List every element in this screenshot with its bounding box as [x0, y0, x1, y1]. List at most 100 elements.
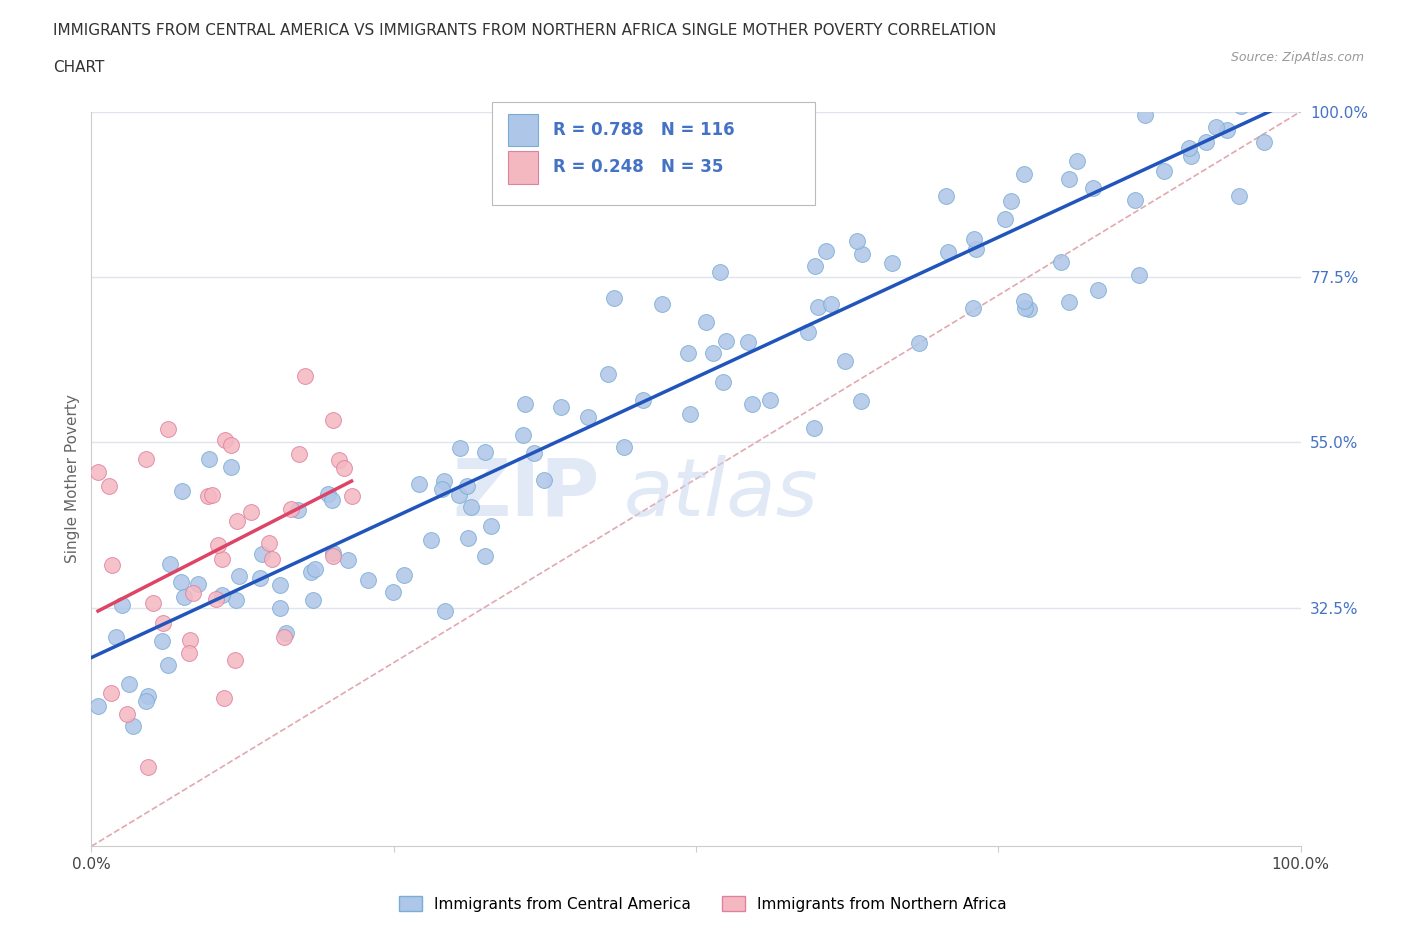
Point — [804, 259, 827, 273]
Point — [159, 556, 181, 571]
Point — [759, 393, 782, 408]
Point — [1205, 120, 1227, 135]
Point — [408, 476, 430, 491]
Point — [474, 445, 496, 459]
Point — [262, 551, 284, 566]
Point — [288, 446, 311, 461]
Point — [299, 565, 322, 579]
Point — [1195, 135, 1218, 150]
Point — [994, 211, 1017, 226]
Point — [318, 486, 340, 501]
Point — [259, 536, 281, 551]
Text: R = 0.788   N = 116: R = 0.788 N = 116 — [553, 121, 734, 140]
Point — [432, 473, 454, 488]
Point — [280, 502, 302, 517]
Point — [394, 568, 416, 583]
Point — [357, 573, 380, 588]
Point — [273, 630, 295, 644]
Point — [100, 558, 122, 573]
Point — [211, 551, 233, 566]
Point — [118, 676, 141, 691]
Point — [449, 441, 471, 456]
Text: atlas: atlas — [623, 455, 818, 533]
Point — [340, 488, 363, 503]
Point — [115, 707, 138, 722]
Point — [709, 265, 731, 280]
Point — [1178, 140, 1201, 155]
Point — [678, 346, 700, 361]
Point — [512, 428, 534, 443]
Point — [907, 336, 929, 351]
Point — [1230, 99, 1253, 113]
Point — [276, 625, 298, 640]
Point — [304, 562, 326, 577]
Point — [702, 346, 724, 361]
Point — [322, 412, 344, 427]
Point — [1018, 301, 1040, 316]
Point — [814, 244, 837, 259]
Point — [1133, 107, 1156, 122]
Point — [834, 353, 856, 368]
Text: IMMIGRANTS FROM CENTRAL AMERICA VS IMMIGRANTS FROM NORTHERN AFRICA SINGLE MOTHER: IMMIGRANTS FROM CENTRAL AMERICA VS IMMIG… — [53, 23, 997, 38]
Point — [322, 548, 344, 563]
Point — [679, 406, 702, 421]
Point — [221, 460, 243, 475]
Point — [214, 432, 236, 447]
Point — [602, 291, 624, 306]
Point — [302, 592, 325, 607]
Point — [214, 691, 236, 706]
Point — [1227, 189, 1250, 204]
Point — [1153, 164, 1175, 179]
Point — [936, 245, 959, 259]
Point — [820, 297, 842, 312]
Point — [613, 440, 636, 455]
Point — [651, 297, 673, 312]
Point — [1180, 149, 1202, 164]
Point — [474, 549, 496, 564]
Point — [211, 587, 233, 602]
Point — [97, 479, 120, 494]
Legend: Immigrants from Central America, Immigrants from Northern Africa: Immigrants from Central America, Immigra… — [394, 889, 1012, 918]
Point — [269, 601, 291, 616]
Point — [1083, 180, 1105, 195]
Point — [177, 645, 200, 660]
Point — [1163, 79, 1185, 94]
Point — [157, 658, 180, 672]
Point — [714, 334, 737, 349]
Point — [228, 569, 250, 584]
Point — [1012, 294, 1035, 309]
Point — [219, 437, 242, 452]
Point — [269, 578, 291, 592]
Point — [328, 453, 350, 468]
Point — [1247, 68, 1270, 83]
Point — [333, 460, 356, 475]
Point — [321, 493, 343, 508]
Point — [1253, 135, 1275, 150]
Point — [846, 233, 869, 248]
Point — [1274, 82, 1296, 97]
Point — [1014, 300, 1036, 315]
Point — [122, 719, 145, 734]
Point — [1128, 267, 1150, 282]
Point — [695, 314, 717, 329]
Point — [250, 547, 273, 562]
Point — [803, 420, 825, 435]
Point — [287, 502, 309, 517]
Point — [179, 632, 201, 647]
Point — [962, 232, 984, 246]
Point — [737, 335, 759, 350]
Point — [135, 451, 157, 466]
Point — [294, 368, 316, 383]
Point — [882, 256, 904, 271]
Point — [962, 300, 984, 315]
Text: Source: ZipAtlas.com: Source: ZipAtlas.com — [1230, 51, 1364, 64]
Point — [460, 499, 482, 514]
Point — [1029, 68, 1052, 83]
Point — [631, 392, 654, 407]
Point — [796, 325, 818, 339]
Point — [851, 246, 873, 261]
Point — [966, 242, 988, 257]
Point — [1253, 70, 1275, 85]
Point — [226, 513, 249, 528]
Point — [136, 688, 159, 703]
